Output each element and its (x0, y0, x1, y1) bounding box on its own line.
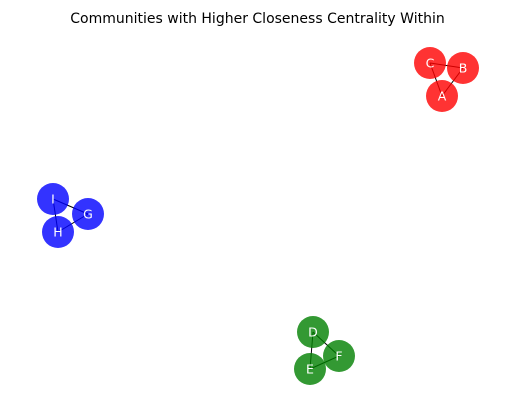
node-c: C (414, 47, 446, 79)
node-label-i: I (51, 192, 55, 207)
node-circle-h (42, 216, 74, 248)
node-label-f: F (335, 349, 342, 364)
node-label-d: D (308, 325, 318, 340)
node-circle-e (294, 353, 326, 385)
node-label-c: C (426, 56, 435, 71)
node-label-e: E (306, 362, 314, 377)
node-a: A (426, 80, 458, 112)
node-circle-f (323, 340, 355, 372)
node-f: F (323, 340, 355, 372)
node-i: I (37, 183, 69, 215)
node-h: H (42, 216, 74, 248)
node-circle-c (414, 47, 446, 79)
node-g: G (72, 198, 104, 230)
node-label-h: H (53, 225, 62, 240)
node-e: E (294, 353, 326, 385)
node-label-g: G (83, 207, 93, 222)
node-label-a: A (438, 89, 447, 104)
nodes-layer: AB C G H I D E F (37, 47, 479, 385)
node-b: B (447, 52, 479, 84)
edges-layer (52, 62, 464, 370)
node-circle-i (37, 183, 69, 215)
node-d: D (297, 316, 329, 348)
figure-title: Communities with Higher Closeness Centra… (70, 11, 444, 27)
node-circle-a (426, 80, 458, 112)
node-circle-g (72, 198, 104, 230)
node-circle-b (447, 52, 479, 84)
node-label-b: B (459, 61, 468, 76)
node-circle-d (297, 316, 329, 348)
